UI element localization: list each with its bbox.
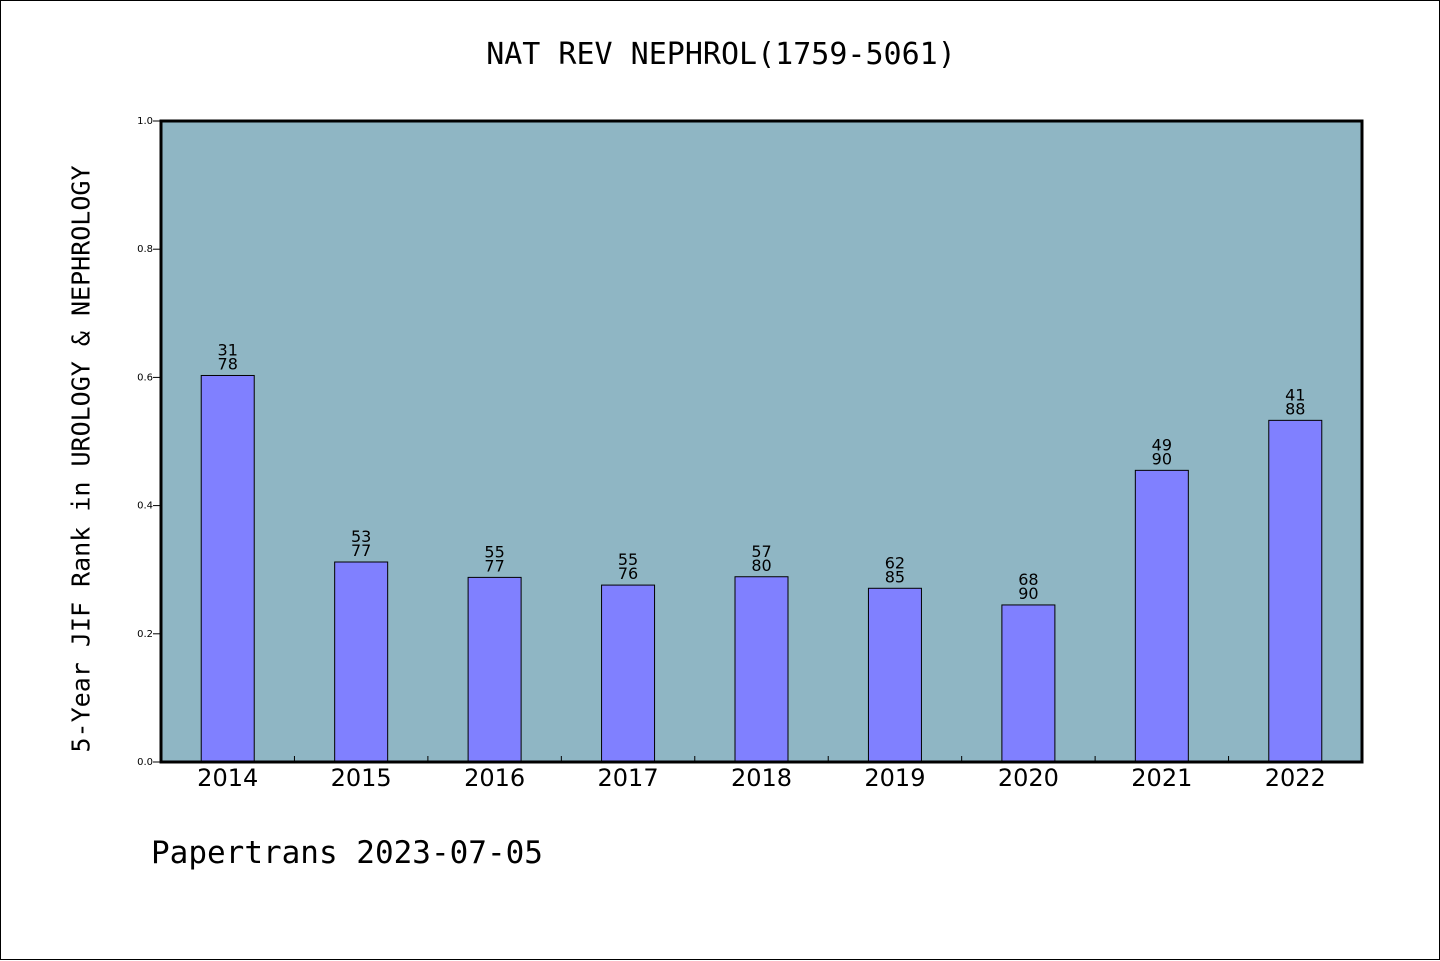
bar-total-label: 77 xyxy=(484,556,504,575)
bar-rank-label: 49 xyxy=(1152,435,1172,454)
bar-rank-label: 55 xyxy=(618,550,638,569)
x-tick-label: 2017 xyxy=(598,764,659,792)
bar-rank-label: 53 xyxy=(351,527,371,546)
plot-frame xyxy=(159,119,1364,764)
y-tick-label: 1.0 xyxy=(137,116,153,127)
y-tick-label: 0.4 xyxy=(137,501,153,512)
x-tick-label: 2014 xyxy=(197,764,258,792)
y-tick-label: 0.2 xyxy=(137,629,153,640)
bar-total-label: 77 xyxy=(351,541,371,560)
bar-total-label: 85 xyxy=(885,567,905,586)
x-tick-label: 2020 xyxy=(998,764,1059,792)
x-tick-label: 2018 xyxy=(731,764,792,792)
x-tick-label: 2016 xyxy=(464,764,525,792)
bar-2020 xyxy=(1001,604,1056,763)
x-tick-label: 2022 xyxy=(1265,764,1326,792)
x-tick-label: 2019 xyxy=(864,764,925,792)
bar-2017 xyxy=(601,584,656,763)
bar-rank-label: 68 xyxy=(1018,570,1038,589)
bar-total-label: 78 xyxy=(218,354,238,373)
bar-rank-label: 31 xyxy=(218,340,238,359)
bar-2019 xyxy=(867,587,922,763)
bar-total-label: 90 xyxy=(1152,449,1172,468)
bar-rank-label: 41 xyxy=(1285,385,1305,404)
bar-rank-label: 57 xyxy=(751,542,771,561)
bar-rank-label: 55 xyxy=(484,542,504,561)
bar-rank-label: 62 xyxy=(885,553,905,572)
bar-total-label: 76 xyxy=(618,564,638,583)
x-tick-label: 2021 xyxy=(1131,764,1192,792)
bar-2014 xyxy=(200,374,255,763)
bar-2022 xyxy=(1268,419,1323,763)
bar-2018 xyxy=(734,576,789,763)
y-tick-label: 0.6 xyxy=(137,372,153,383)
bar-2016 xyxy=(467,576,522,763)
bar-total-label: 80 xyxy=(751,556,771,575)
y-tick-label: 0.8 xyxy=(137,244,153,255)
x-tick-label: 2015 xyxy=(331,764,392,792)
footer-note: Papertrans 2023-07-05 xyxy=(151,835,543,871)
bar-total-label: 88 xyxy=(1285,399,1305,418)
bar-2015 xyxy=(334,561,389,763)
chart-title: NAT REV NEPHROL(1759-5061) xyxy=(486,37,956,72)
bar-total-label: 90 xyxy=(1018,584,1038,603)
bar-2021 xyxy=(1134,469,1189,763)
y-tick-label: 0.0 xyxy=(137,757,153,768)
